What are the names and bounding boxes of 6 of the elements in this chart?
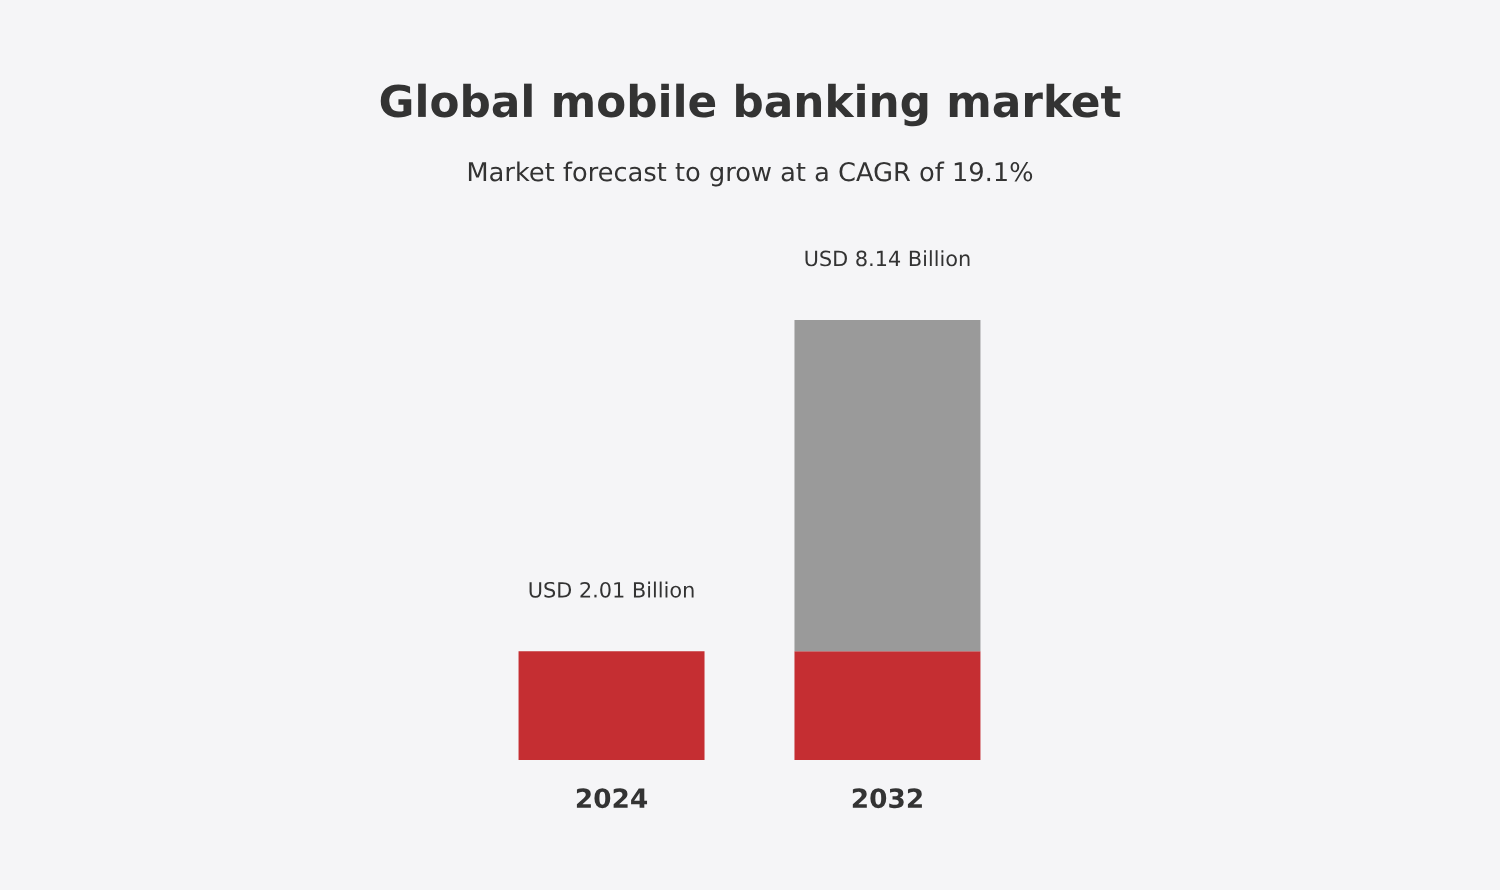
chart-subtitle: Market forecast to grow at a CAGR of 19.1% xyxy=(468,161,1033,187)
total-label: USD 8.14 Billion xyxy=(805,250,970,267)
x-tick-label: 2032 xyxy=(852,788,922,809)
x-tick-label: 2024 xyxy=(576,788,648,809)
chart-title: Global mobile banking market xyxy=(380,83,1121,127)
data-label: USD 2.01 Billion xyxy=(529,581,694,598)
